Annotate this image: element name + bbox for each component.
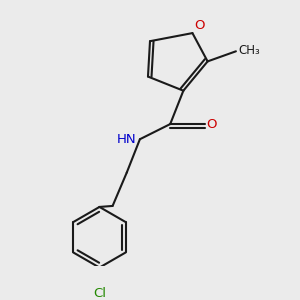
- Text: CH₃: CH₃: [238, 44, 260, 57]
- Text: O: O: [194, 19, 205, 32]
- Text: O: O: [207, 118, 217, 130]
- Text: HN: HN: [117, 133, 137, 146]
- Text: Cl: Cl: [93, 287, 106, 300]
